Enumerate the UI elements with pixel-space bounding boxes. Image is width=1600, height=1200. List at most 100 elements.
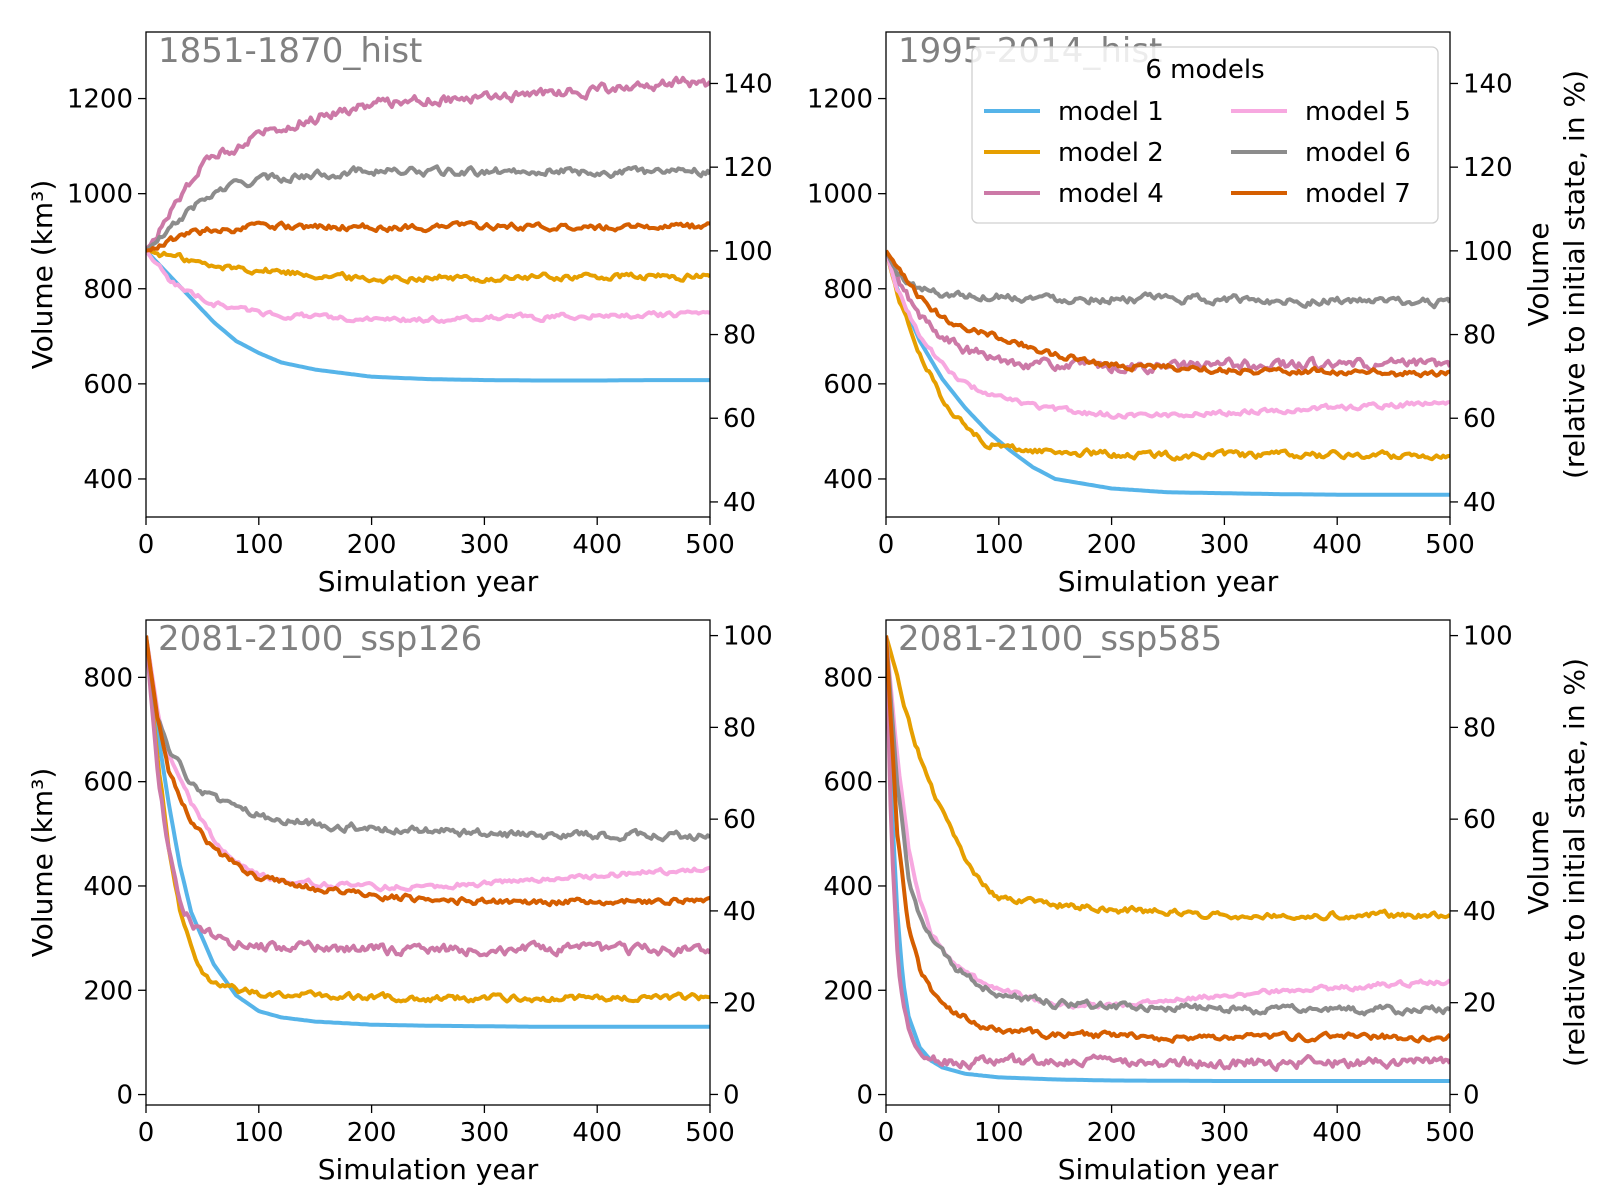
y-right-tick-label: 60 — [723, 404, 756, 434]
y-tick-label: 800 — [83, 663, 133, 693]
y-right-tick-label: 60 — [723, 805, 756, 835]
y-tick-label: 600 — [83, 768, 133, 798]
y-right-tick-label: 80 — [723, 321, 756, 351]
legend-label: model 1 — [1058, 97, 1164, 127]
y-tick-label: 600 — [823, 370, 873, 400]
x-axis-label: Simulation year — [1058, 565, 1279, 598]
plot-area — [146, 75, 710, 383]
y-right-tick-label: 0 — [723, 1080, 740, 1110]
y-right-tick-label: 140 — [1463, 69, 1513, 99]
y-right-tick-label: 100 — [723, 622, 773, 652]
x-tick-label: 100 — [234, 1118, 284, 1148]
y-axis-label: Volume (km³) — [26, 768, 59, 958]
series-line-model-5 — [146, 249, 710, 324]
y-right-axis-label-line: (relative to initial state, in %) — [1558, 658, 1591, 1067]
y-tick-label: 0 — [856, 1081, 873, 1111]
panel-3: 0 100 200 300 400 500 0 200 400 600 800 0 20 40 60 80 10… — [26, 619, 773, 1186]
series-line-model-1 — [886, 635, 1450, 1083]
x-tick-label: 300 — [1200, 1118, 1250, 1148]
x-tick-label: 300 — [1200, 530, 1250, 560]
legend-label: model 4 — [1058, 179, 1164, 209]
series-line-model-2 — [146, 635, 710, 1004]
y-tick-label: 1200 — [807, 85, 873, 115]
y-right-axis-label-line: Volume — [1522, 222, 1555, 326]
y-right-tick-label: 20 — [723, 989, 756, 1019]
panel-1: 0 100 200 300 400 500 400 600 800 1000 1200 40 60 80 1… — [26, 31, 773, 598]
series-line-model-2 — [146, 248, 710, 285]
y-right-tick-label: 40 — [723, 488, 756, 518]
legend-label: model 5 — [1305, 97, 1411, 127]
legend-box — [971, 46, 1439, 224]
x-tick-label: 100 — [974, 530, 1024, 560]
series-line-model-4 — [886, 249, 1450, 376]
y-right-tick-label: 100 — [1463, 622, 1513, 652]
y-tick-label: 800 — [83, 275, 133, 305]
y-right-tick-label: 100 — [723, 237, 773, 267]
y-tick-label: 400 — [83, 872, 133, 902]
y-tick-label: 1000 — [67, 180, 133, 210]
x-tick-label: 400 — [572, 1118, 622, 1148]
series-line-model-4 — [146, 75, 710, 252]
axes-frame — [885, 619, 1451, 1106]
y-tick-label: 600 — [823, 768, 873, 798]
y-tick-label: 800 — [823, 663, 873, 693]
y-right-tick-label: 140 — [723, 69, 773, 99]
legend-label: model 7 — [1305, 179, 1411, 209]
x-tick-label: 400 — [572, 530, 622, 560]
y-right-tick-label: 100 — [1463, 237, 1513, 267]
y-right-tick-label: 80 — [723, 713, 756, 743]
legend-title: 6 models — [1145, 55, 1264, 85]
y-right-axis-label-line: Volume — [1522, 810, 1555, 914]
series-line-model-2 — [886, 635, 1450, 922]
series-line-model-7 — [146, 635, 710, 908]
y-right-tick-label: 40 — [723, 897, 756, 927]
y-right-tick-label: 120 — [1463, 153, 1513, 183]
series-line-model-1 — [146, 635, 710, 1029]
series-line-model-2 — [886, 250, 1450, 462]
axes-frame — [145, 31, 711, 518]
axes-frame — [145, 619, 711, 1106]
y-tick-label: 200 — [83, 976, 133, 1006]
y-right-axis-label: Volume (relative to initial state, in %) — [1522, 658, 1591, 1067]
series-line-model-4 — [146, 635, 710, 958]
y-axis-label: Volume (km³) — [26, 180, 59, 370]
x-tick-label: 500 — [1425, 530, 1475, 560]
y-right-tick-label: 80 — [1463, 713, 1496, 743]
y-right-tick-label: 40 — [1463, 488, 1496, 518]
y-right-tick-label: 0 — [1463, 1080, 1480, 1110]
series-line-model-6 — [146, 164, 710, 253]
series-line-model-1 — [886, 250, 1450, 497]
y-right-axis-label-line: (relative to initial state, in %) — [1558, 70, 1591, 479]
y-right-tick-label: 20 — [1463, 989, 1496, 1019]
series-line-model-6 — [146, 635, 710, 843]
x-tick-label: 100 — [234, 530, 284, 560]
series-line-model-5 — [886, 250, 1450, 420]
x-tick-label: 0 — [878, 530, 895, 560]
series-line-model-5 — [146, 635, 710, 893]
x-tick-label: 200 — [1087, 530, 1137, 560]
y-tick-label: 400 — [83, 465, 133, 495]
y-right-tick-label: 60 — [1463, 404, 1496, 434]
panel-title: 2081-2100_ssp585 — [898, 619, 1222, 659]
x-tick-label: 300 — [460, 530, 510, 560]
series-line-model-7 — [886, 635, 1450, 1044]
legend: 6 models model 1 model 2 model 4 model 5 mode… — [971, 46, 1439, 224]
series-line-model-6 — [886, 635, 1450, 1017]
y-tick-label: 400 — [823, 872, 873, 902]
y-tick-label: 1200 — [67, 85, 133, 115]
x-tick-label: 0 — [138, 1118, 155, 1148]
x-tick-label: 500 — [1425, 1118, 1475, 1148]
x-axis-label: Simulation year — [318, 1153, 539, 1186]
y-right-tick-label: 40 — [1463, 897, 1496, 927]
legend-label: model 6 — [1305, 138, 1411, 168]
panel-title: 2081-2100_ssp126 — [158, 619, 482, 659]
y-tick-label: 400 — [823, 465, 873, 495]
x-tick-label: 0 — [138, 530, 155, 560]
y-right-tick-label: 60 — [1463, 805, 1496, 835]
plot-area — [886, 249, 1450, 497]
series-line-model-7 — [146, 220, 710, 253]
panel-title: 1851-1870_hist — [158, 31, 422, 71]
series-line-model-7 — [886, 249, 1450, 379]
x-tick-label: 200 — [1087, 1118, 1137, 1148]
